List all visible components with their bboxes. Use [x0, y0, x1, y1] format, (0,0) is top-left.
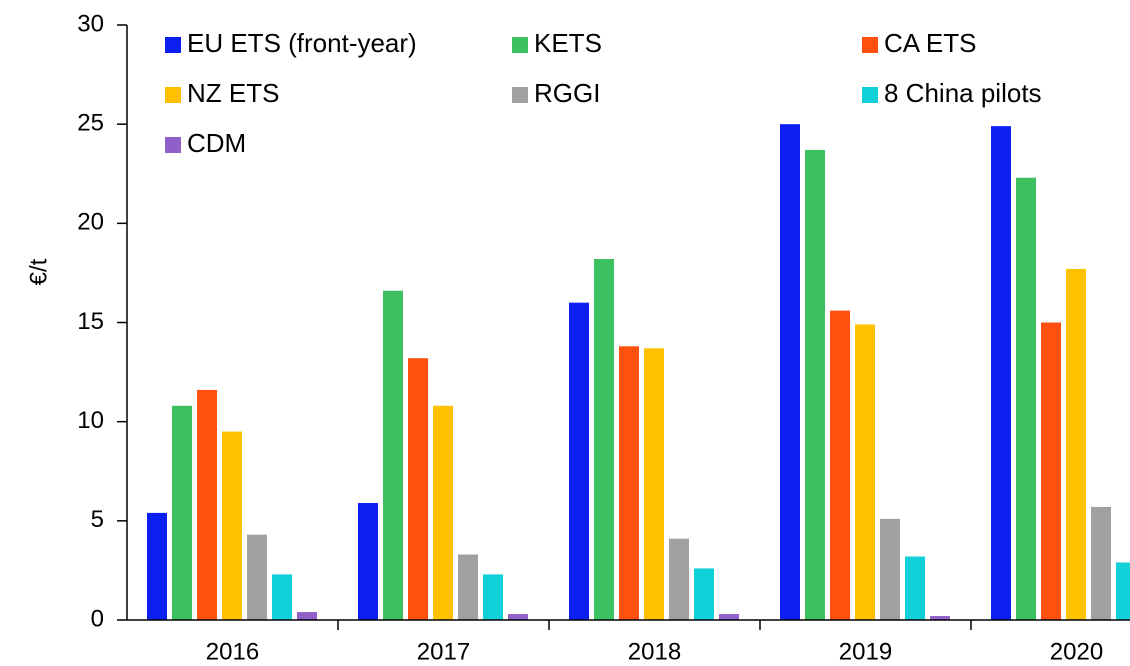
bar [197, 389, 217, 620]
legend-swatch [165, 37, 181, 53]
x-tick-label: 2017 [417, 638, 470, 665]
bar [930, 616, 950, 620]
bar [1016, 177, 1036, 620]
bar [483, 574, 503, 620]
x-tick-label: 2020 [1050, 638, 1103, 665]
bar [991, 126, 1011, 621]
y-tick-label: 25 [77, 110, 104, 137]
bar [408, 358, 428, 620]
bar [830, 310, 850, 620]
x-tick-label: 2018 [628, 638, 681, 665]
legend-label: KETS [534, 28, 602, 58]
bar [805, 149, 825, 620]
bar [1041, 322, 1061, 620]
bar [905, 556, 925, 620]
bar [644, 348, 664, 620]
bar [222, 431, 242, 620]
bar [433, 405, 453, 620]
bar [780, 124, 800, 621]
legend-swatch [862, 37, 878, 53]
y-tick-label: 15 [77, 308, 104, 335]
x-tick-label: 2019 [839, 638, 892, 665]
y-tick-label: 5 [91, 506, 104, 533]
bar [855, 324, 875, 620]
x-tick-label: 2016 [206, 638, 259, 665]
y-tick-label: 30 [77, 10, 104, 37]
legend-label: EU ETS (front-year) [187, 28, 417, 58]
bar [383, 290, 403, 620]
bar [594, 259, 614, 620]
bar [147, 512, 167, 620]
bar [358, 502, 378, 620]
legend-label: CA ETS [884, 28, 976, 58]
legend-label: CDM [187, 128, 246, 158]
bar [297, 612, 317, 620]
legend-swatch [165, 137, 181, 153]
bar [1066, 268, 1086, 620]
y-tick-label: 20 [77, 209, 104, 236]
bar [694, 568, 714, 620]
bar [669, 538, 689, 620]
bar [1091, 506, 1111, 620]
legend-swatch [862, 87, 878, 103]
bar [880, 518, 900, 620]
bar [272, 574, 292, 620]
bar [569, 302, 589, 620]
legend-label: NZ ETS [187, 78, 279, 108]
bar [719, 614, 739, 620]
legend-label: 8 China pilots [884, 78, 1042, 108]
y-tick-label: 0 [91, 605, 104, 632]
bar [458, 554, 478, 620]
y-tick-label: 10 [77, 407, 104, 434]
bar [508, 614, 528, 620]
bar [619, 346, 639, 620]
legend-label: RGGI [534, 78, 600, 108]
bar [247, 534, 267, 620]
legend-swatch [165, 87, 181, 103]
bar [172, 405, 192, 620]
bar [1116, 562, 1130, 620]
legend-swatch [512, 87, 528, 103]
legend-swatch [512, 37, 528, 53]
y-axis-label: €/t [25, 258, 52, 285]
